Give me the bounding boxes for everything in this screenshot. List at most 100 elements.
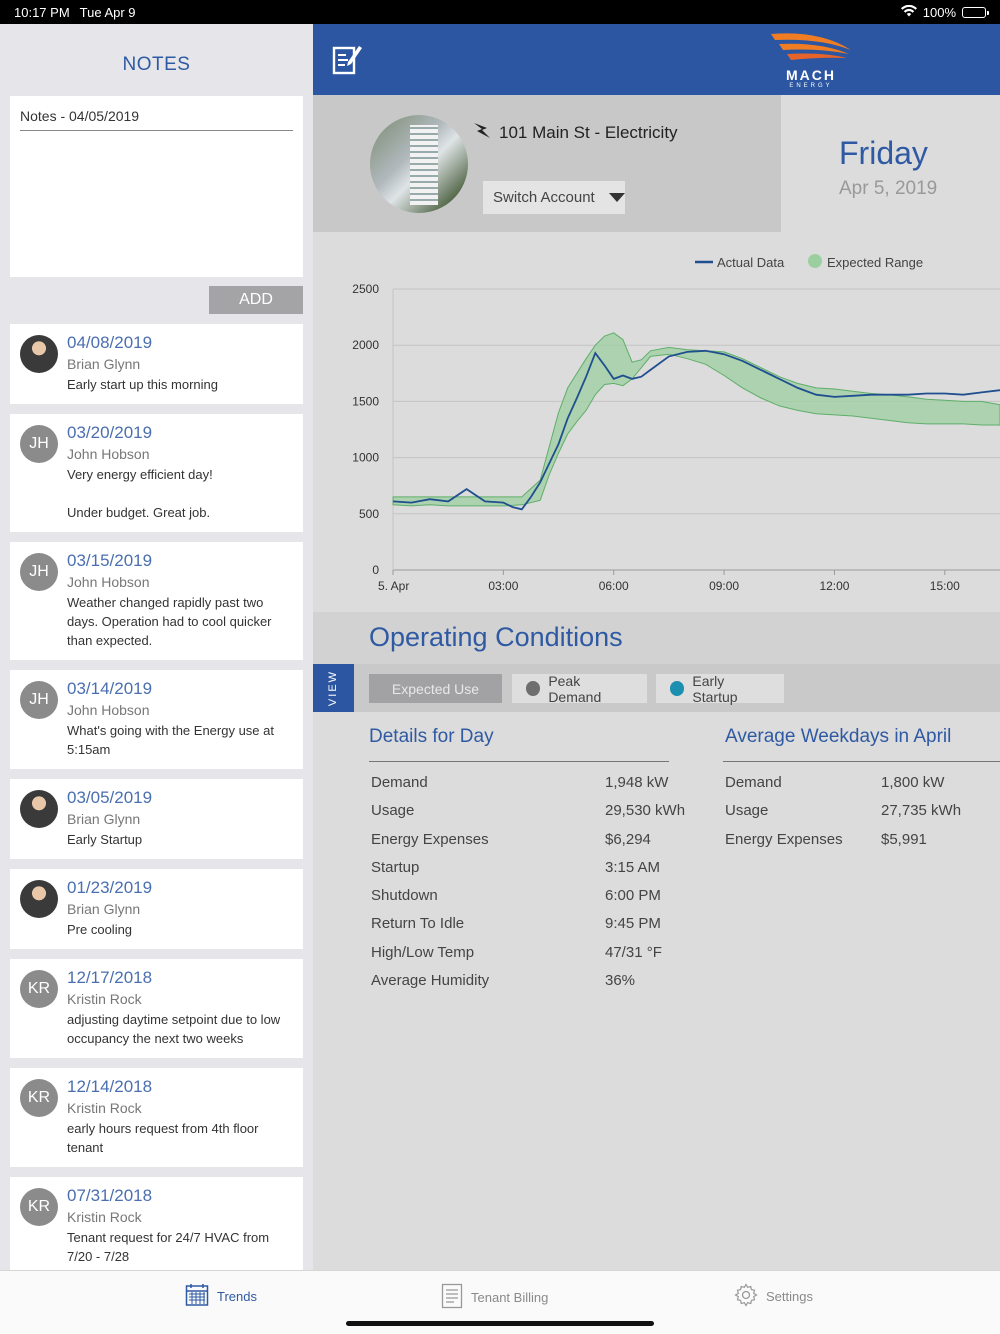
day-name: Friday	[839, 135, 928, 171]
note-card[interactable]: JH 03/20/2019 John Hobson Very energy effic…	[10, 414, 303, 532]
detail-label: Return To Idle	[371, 915, 465, 933]
details-avg-title: Average Weekdays in April	[725, 726, 952, 747]
view-tab[interactable]: VIEW	[313, 664, 354, 712]
add-note-button[interactable]: ADD	[209, 286, 303, 314]
note-author: John Hobson	[67, 446, 150, 462]
note-card[interactable]: 01/23/2019 Brian Glynn Pre cooling	[10, 869, 303, 949]
view-tab-label: VIEW	[327, 669, 339, 707]
detail-row: Usage 29,530 kWh	[371, 802, 685, 830]
note-card[interactable]: KR 12/17/2018 Kristin Rock adjusting daytim…	[10, 959, 303, 1058]
note-text: Pre cooling	[67, 922, 133, 937]
peak-demand-dot-icon	[526, 681, 541, 696]
note-author: Brian Glynn	[67, 901, 141, 917]
early-startup-chip[interactable]: Early Startup	[656, 672, 784, 705]
avatar	[20, 790, 58, 828]
details-day-divider	[369, 761, 669, 762]
note-date: 01/23/2019	[67, 878, 153, 897]
details-avg-divider	[723, 761, 1000, 762]
notes-title: NOTES	[122, 54, 191, 75]
x-tick-label: 06:00	[599, 579, 629, 593]
full-date: Apr 5, 2019	[839, 178, 938, 199]
tab-settings-label: Settings	[766, 1289, 813, 1304]
detail-row: Average Humidity 36%	[371, 972, 685, 1000]
legend-actual-label: Actual Data	[717, 255, 785, 270]
detail-value: 6:00 PM	[605, 887, 661, 905]
gear-icon	[734, 1283, 758, 1310]
date-display: Friday Apr 5, 2019	[781, 95, 1000, 232]
note-card[interactable]: 03/05/2019 Brian Glynn Early Startup	[10, 779, 303, 859]
account-card: 101 Main St - Electricity Switch Account	[313, 95, 781, 232]
note-list: 04/08/2019 Brian Glynn Early start up this…	[10, 324, 303, 1270]
expected-use-label: Expected Use	[391, 680, 480, 697]
note-text: early hours request from 4th floor tenan…	[67, 1121, 259, 1155]
tab-tenant-billing[interactable]: Tenant Billing	[441, 1283, 548, 1312]
note-card[interactable]: KR 12/14/2018 Kristin Rock early hours requ…	[10, 1068, 303, 1167]
tab-trends[interactable]: Trends	[185, 1283, 257, 1310]
detail-row: Shutdown 6:00 PM	[371, 887, 685, 915]
avatar: KR	[20, 1079, 58, 1117]
tab-settings[interactable]: Settings	[734, 1283, 813, 1310]
mach-energy-logo: MACH ENERGY	[765, 30, 857, 90]
note-card[interactable]: 04/08/2019 Brian Glynn Early start up this…	[10, 324, 303, 404]
note-date: 04/08/2019	[67, 333, 153, 352]
note-date: 03/20/2019	[67, 423, 153, 442]
note-text: adjusting daytime setpoint due to low oc…	[67, 1012, 281, 1046]
detail-row: Energy Expenses $5,991	[725, 831, 961, 859]
details-section: Details for Day Demand 1,948 kW Usage 29,53…	[313, 712, 1000, 1270]
detail-value: 1,800 kW	[881, 774, 945, 791]
note-author: John Hobson	[67, 574, 150, 590]
note-text: Tenant request for 24/7 HVAC from 7/20 -…	[67, 1230, 270, 1264]
detail-label: Average Humidity	[371, 972, 490, 990]
battery-icon	[962, 6, 989, 18]
note-input-text[interactable]: Notes - 04/05/2019	[20, 108, 293, 131]
detail-value: 47/31 °F	[605, 943, 662, 961]
detail-label: Usage	[371, 802, 415, 820]
detail-value: 1,948 kW	[605, 774, 669, 791]
y-tick-label: 1000	[352, 451, 379, 465]
detail-value: $6,294	[605, 830, 651, 848]
early-startup-label: Early Startup	[692, 672, 738, 705]
note-input[interactable]: Notes - 04/05/2019	[10, 96, 303, 277]
note-date: 03/14/2019	[67, 679, 153, 698]
x-tick-label: 12:00	[819, 579, 849, 593]
early-startup-dot-icon	[670, 681, 685, 696]
detail-label: Energy Expenses	[371, 830, 489, 848]
detail-value: $5,991	[881, 830, 927, 848]
avatar	[20, 335, 58, 373]
note-card[interactable]: JH 03/14/2019 John Hobson What's going with…	[10, 670, 303, 769]
chevron-down-icon	[608, 193, 625, 202]
building-photo	[370, 115, 468, 213]
details-avg-rows: Demand 1,800 kW Usage 27,735 kWh Energy Expe…	[725, 774, 961, 859]
detail-row: Demand 1,800 kW	[725, 774, 961, 802]
note-text: Very energy efficient day! Under budget.…	[67, 467, 213, 520]
y-tick-label: 1500	[352, 394, 379, 408]
x-tick-label: 5. Apr	[378, 579, 409, 593]
expected-use-chip[interactable]: Expected Use	[369, 674, 502, 703]
detail-row: Return To Idle 9:45 PM	[371, 915, 685, 943]
edit-note-icon[interactable]	[331, 42, 363, 76]
note-author: Brian Glynn	[67, 356, 141, 372]
y-tick-label: 0	[372, 563, 379, 577]
notes-panel: NOTES Notes - 04/05/2019 ADD 04/08/2019 B…	[0, 24, 313, 1270]
detail-row: High/Low Temp 47/31 °F	[371, 944, 685, 972]
tab-trends-label: Trends	[217, 1289, 257, 1304]
note-text: Early Startup	[67, 832, 143, 847]
note-author: Kristin Rock	[67, 1100, 142, 1116]
switch-account-button[interactable]: Switch Account	[483, 181, 625, 214]
note-text: What's going with the Energy use at 5:15…	[67, 723, 274, 757]
detail-label: Demand	[371, 774, 428, 791]
details-day-title: Details for Day	[369, 726, 494, 747]
peak-demand-chip[interactable]: Peak Demand	[512, 673, 647, 705]
actual-data-line	[392, 349, 1000, 511]
status-date: Tue Apr 9	[79, 4, 136, 20]
note-card[interactable]: JH 03/15/2019 John Hobson Weather changed r…	[10, 542, 303, 660]
details-day-rows: Demand 1,948 kW Usage 29,530 kWh Energy Expe…	[371, 774, 685, 1000]
avatar: JH	[20, 553, 58, 591]
detail-label: Usage	[725, 802, 769, 820]
legend-expected-swatch	[808, 254, 822, 268]
energy-chart: 0 500 1000 1500 2000 2500 5. Apr 03:00 06:00 09:0…	[313, 232, 1000, 612]
avatar	[20, 880, 58, 918]
note-card[interactable]: KR 07/31/2018 Kristin Rock Tenant request f…	[10, 1177, 303, 1270]
detail-label: Demand	[725, 774, 782, 791]
main-pane: MACH ENERGY 101 Main St - Electricity Sw…	[313, 24, 1000, 1270]
